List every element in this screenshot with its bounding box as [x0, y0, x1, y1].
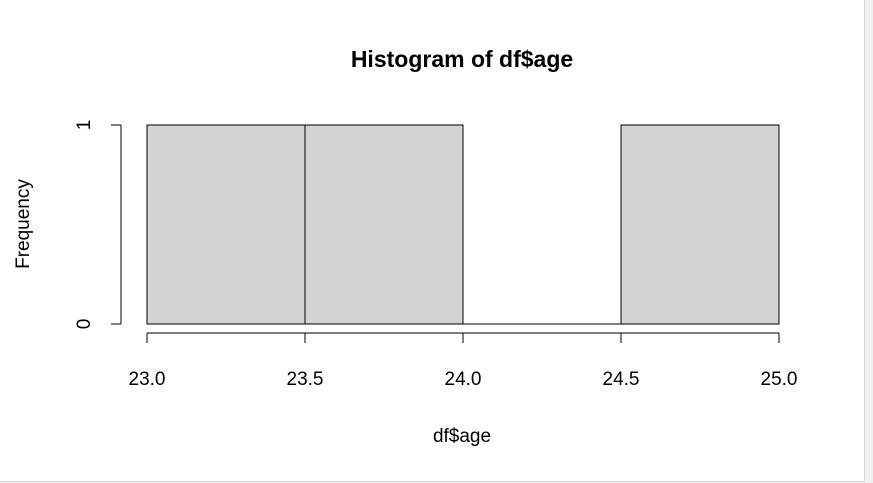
bars-group: [146, 124, 780, 325]
x-axis-label: df$age: [433, 426, 491, 447]
y-tick-label: 0: [74, 319, 95, 330]
y-axis: 01: [74, 120, 122, 330]
x-tick-label: 23.0: [129, 369, 166, 390]
x-axis: 23.0 23.5 24.0 24.5 25.0: [129, 332, 798, 390]
y-tick-label: 1: [74, 120, 95, 131]
histogram-bar: [146, 124, 306, 325]
y-axis-label: Frequency: [13, 179, 34, 269]
x-tick-label: 23.5: [287, 369, 324, 390]
x-tick-label: 24.5: [603, 369, 640, 390]
x-tick-label: 24.0: [445, 369, 482, 390]
histogram-bar: [620, 124, 780, 325]
x-tick-label: 25.0: [761, 369, 798, 390]
chart-title: Histogram of df$age: [351, 46, 573, 72]
histogram-bar: [304, 124, 464, 325]
